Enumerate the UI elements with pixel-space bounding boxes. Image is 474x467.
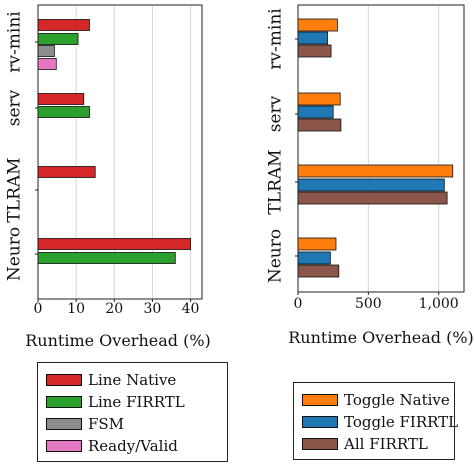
bar-0-rv-mini-fsm — [37, 45, 55, 57]
bar-1-TLRAM-toggle-native — [297, 164, 454, 178]
xtick-label-1-1: 500 — [355, 296, 382, 312]
plot-frame-0 — [37, 4, 203, 300]
legend-left: Line Native Line FIRRTL FSM Ready/Valid — [37, 362, 228, 462]
legend-swatch — [302, 416, 338, 428]
category-label-0-1: serv — [5, 89, 25, 126]
bar-0-serv-line-firrtl — [37, 106, 90, 118]
legend-label: FSM — [88, 415, 125, 433]
bar-0-Neuro-line-firrtl — [37, 252, 176, 264]
category-label-0-0: rv-mini — [5, 11, 25, 73]
xtick-label-1-0: 0 — [294, 296, 303, 312]
bar-1-serv-toggle-firrtl — [297, 105, 334, 119]
bar-0-serv-line-native — [37, 93, 85, 105]
xtick-label-0-3: 30 — [144, 301, 162, 317]
legend-item: Ready/Valid — [46, 435, 219, 457]
xtick-label-0-0: 0 — [34, 301, 43, 317]
legend-swatch — [46, 374, 82, 386]
bar-1-TLRAM-toggle-firrtl — [297, 178, 445, 192]
figure: rv-mini serv TLRAM Neuro 0 10 20 30 40 Runtime Ov… — [5, 4, 474, 350]
bar-1-TLRAM-all-firrtl — [297, 191, 448, 205]
category-label-1-2: TLRAM — [266, 149, 286, 214]
category-label-0-3: Neuro — [5, 227, 25, 281]
legend-swatch — [46, 440, 82, 452]
x-axis-label-0: Runtime Overhead (%) — [25, 331, 211, 350]
bar-0-rv-mini-line-native — [37, 19, 90, 31]
legend-swatch — [46, 396, 82, 408]
legend-label: Ready/Valid — [88, 437, 178, 455]
xtick-label-0-2: 20 — [105, 301, 123, 317]
bar-1-Neuro-all-firrtl — [297, 264, 340, 278]
bar-1-rv-mini-toggle-firrtl — [297, 31, 328, 45]
bar-1-Neuro-toggle-native — [297, 237, 337, 251]
legend-label: Line Native — [88, 371, 177, 389]
bar-1-Neuro-toggle-firrtl — [297, 251, 331, 265]
legend-item: FSM — [46, 413, 219, 435]
xtick-label-0-4: 40 — [182, 301, 200, 317]
legend-swatch — [302, 438, 338, 450]
legend-right: Toggle Native Toggle FIRRTL All FIRRTL — [293, 382, 458, 460]
bar-1-serv-toggle-native — [297, 92, 341, 106]
legend-label: Toggle Native — [344, 391, 450, 409]
xtick-label-1-2: 1,000 — [419, 296, 459, 312]
bar-0-rv-mini-ready-valid — [37, 58, 57, 70]
bar-0-rv-mini-line-firrtl — [37, 33, 79, 45]
bar-1-rv-mini-toggle-native — [297, 18, 338, 32]
xtick-label-0-1: 10 — [67, 301, 85, 317]
bar-0-Neuro-line-native — [37, 238, 191, 250]
category-label-0-2: TLRAM — [5, 157, 25, 222]
legend-item: Toggle Native — [302, 389, 450, 411]
category-label-1-1: serv — [266, 95, 286, 132]
legend-label: Toggle FIRRTL — [344, 413, 459, 431]
legend-label: All FIRRTL — [344, 435, 428, 453]
legend-item: Line FIRRTL — [46, 391, 219, 413]
legend-swatch — [46, 418, 82, 430]
plot-frame-1 — [297, 4, 465, 293]
bar-1-serv-all-firrtl — [297, 118, 342, 132]
legend-label: Line FIRRTL — [88, 393, 185, 411]
category-label-1-0: rv-mini — [266, 8, 286, 70]
legend-item: Line Native — [46, 369, 219, 391]
bar-0-TLRAM-line-native — [37, 166, 96, 178]
bar-1-rv-mini-all-firrtl — [297, 44, 332, 58]
legend-item: Toggle FIRRTL — [302, 411, 458, 433]
legend-item: All FIRRTL — [302, 433, 446, 455]
category-label-1-3: Neuro — [266, 229, 286, 283]
legend-swatch — [302, 394, 338, 406]
x-axis-label-1: Runtime Overhead (%) — [288, 328, 474, 347]
